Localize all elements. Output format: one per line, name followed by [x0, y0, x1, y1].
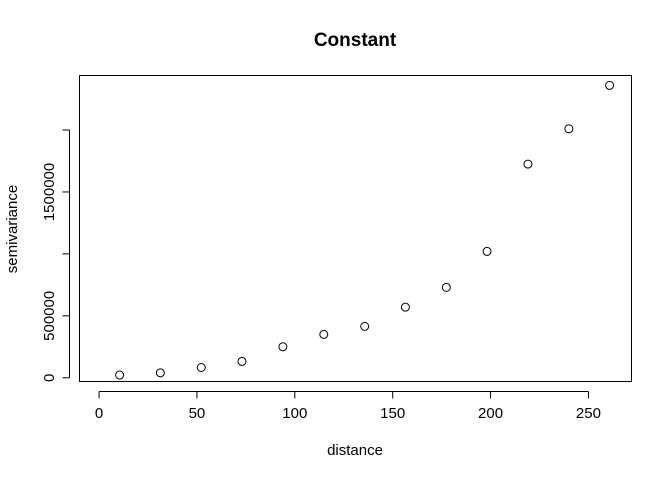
data-point [237, 356, 247, 366]
data-point [482, 246, 492, 256]
data-point [523, 159, 533, 169]
data-points [115, 80, 615, 380]
data-point [360, 321, 370, 331]
x-tick-label: 200 [478, 405, 503, 422]
data-point [155, 368, 165, 378]
chart-title: Constant [314, 30, 397, 51]
x-tick-label: 250 [576, 405, 601, 422]
data-point [400, 302, 410, 312]
data-point [564, 124, 574, 134]
x-axis-title: distance [327, 442, 383, 459]
y-tick-label: 1500000 [41, 163, 58, 221]
x-tick-label: 100 [282, 405, 307, 422]
x-tick-label: 150 [380, 405, 405, 422]
data-point [278, 342, 288, 352]
data-point [605, 80, 615, 90]
data-point [196, 363, 206, 373]
data-point [115, 370, 125, 380]
y-tick-label: 500000 [41, 291, 58, 341]
y-tick-label: 0 [41, 374, 58, 382]
y-axis-title: semivariance [4, 185, 21, 273]
data-point [319, 329, 329, 339]
data-point [441, 282, 451, 292]
x-tick-label: 0 [95, 405, 103, 422]
x-axis: 0 50 100 150 200 250 [95, 391, 601, 422]
y-axis: 0 500000 1500000 [41, 129, 70, 382]
plot-frame [79, 75, 632, 382]
x-tick-label: 50 [189, 405, 206, 422]
